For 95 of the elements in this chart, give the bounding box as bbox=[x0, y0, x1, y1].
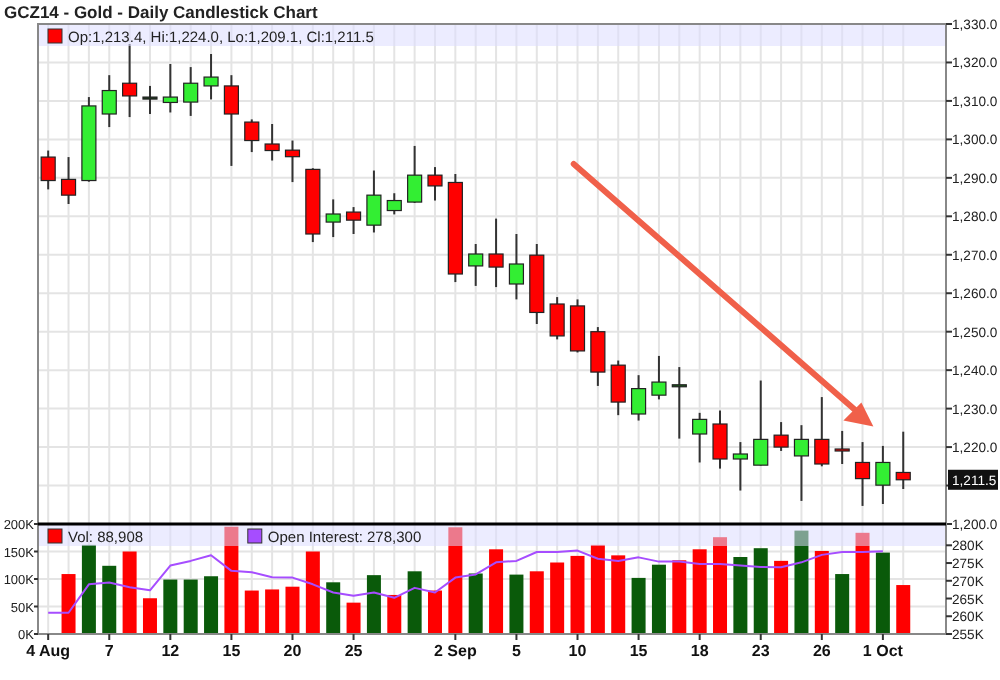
bar bbox=[570, 555, 585, 634]
bar bbox=[428, 590, 442, 634]
candlestick bbox=[101, 74, 117, 129]
candlestick bbox=[753, 379, 769, 467]
candlestick bbox=[468, 243, 484, 287]
bar bbox=[794, 530, 809, 634]
candlestick bbox=[142, 84, 158, 115]
candlestick bbox=[407, 144, 423, 204]
candlestick bbox=[183, 66, 199, 117]
bar bbox=[489, 549, 504, 634]
bar bbox=[550, 562, 565, 634]
candlestick bbox=[264, 123, 280, 162]
x-tick-label: 25 bbox=[344, 642, 364, 660]
bar bbox=[875, 552, 890, 634]
x-tick-label: 20 bbox=[283, 642, 303, 660]
bar bbox=[102, 565, 117, 634]
candlestick bbox=[488, 217, 504, 289]
bar bbox=[590, 544, 605, 634]
candlestick bbox=[671, 366, 687, 440]
bar bbox=[326, 582, 341, 634]
bar bbox=[468, 573, 483, 634]
bar bbox=[692, 549, 707, 634]
bar bbox=[774, 560, 789, 634]
bar bbox=[896, 585, 911, 634]
bar bbox=[81, 544, 96, 634]
bar bbox=[631, 577, 646, 634]
x-tick-label: 18 bbox=[690, 642, 710, 660]
bar bbox=[733, 557, 748, 634]
bar bbox=[366, 575, 381, 634]
bar bbox=[672, 560, 687, 634]
bar bbox=[611, 555, 626, 634]
candlestick bbox=[854, 441, 871, 507]
bar bbox=[814, 550, 829, 634]
x-tick-label: 5 bbox=[511, 642, 522, 660]
candlestick bbox=[651, 354, 667, 401]
candlestick bbox=[162, 63, 178, 114]
x-tick-label: 4 Aug bbox=[26, 642, 71, 660]
candlestick bbox=[712, 409, 728, 470]
bar bbox=[305, 551, 320, 634]
x-tick-label: 26 bbox=[812, 642, 832, 660]
candlestick bbox=[203, 53, 219, 101]
bar bbox=[61, 574, 76, 634]
candlestick bbox=[610, 359, 626, 417]
candlestick bbox=[325, 198, 341, 239]
candlestick bbox=[590, 326, 606, 387]
candlestick bbox=[345, 206, 362, 235]
bar bbox=[407, 571, 422, 634]
bar bbox=[651, 564, 666, 634]
candlestick bbox=[630, 374, 647, 422]
candlestick bbox=[814, 396, 830, 468]
chart-title: GCZ14 - Gold - Daily Candlestick Chart bbox=[4, 2, 318, 22]
x-tick-label: 2 Sep bbox=[434, 642, 477, 660]
bar bbox=[183, 579, 198, 634]
candlestick bbox=[875, 444, 891, 505]
bar bbox=[387, 594, 402, 634]
bar bbox=[204, 576, 219, 634]
x-tick-label: 15 bbox=[222, 642, 242, 660]
bar bbox=[835, 574, 850, 634]
candlestick bbox=[60, 156, 77, 205]
candlestick bbox=[284, 139, 301, 184]
x-tick-label: 23 bbox=[751, 642, 771, 660]
candlestick bbox=[834, 429, 850, 465]
line-series bbox=[47, 549, 884, 614]
candlestick bbox=[366, 169, 382, 234]
bar bbox=[142, 598, 157, 634]
candlestick bbox=[244, 118, 260, 154]
x-tick-label: 1 Oct bbox=[862, 642, 904, 660]
candlestick bbox=[895, 430, 911, 490]
x-tick-label: 10 bbox=[568, 642, 588, 660]
candlestick bbox=[223, 74, 240, 167]
x-tick-label: 7 bbox=[104, 642, 115, 660]
x-tick-label: 15 bbox=[629, 642, 649, 660]
candlestick bbox=[122, 43, 138, 119]
bar bbox=[713, 537, 728, 634]
bar bbox=[346, 602, 361, 634]
candlestick bbox=[773, 421, 789, 452]
x-tick-label: 12 bbox=[161, 642, 181, 660]
bar bbox=[855, 532, 870, 634]
candlestick bbox=[386, 192, 402, 216]
bar bbox=[163, 579, 178, 634]
bar bbox=[285, 586, 300, 634]
candlestick bbox=[569, 298, 586, 354]
candlestick bbox=[793, 424, 810, 502]
bar bbox=[509, 574, 524, 634]
bar bbox=[122, 551, 137, 634]
bar bbox=[753, 548, 768, 634]
candlestick bbox=[40, 149, 56, 191]
bar bbox=[244, 590, 259, 634]
candlestick bbox=[692, 411, 708, 464]
candlestick bbox=[549, 296, 565, 341]
candlestick bbox=[732, 441, 748, 492]
bar bbox=[265, 589, 280, 634]
candlestick bbox=[508, 233, 525, 301]
bar bbox=[529, 571, 544, 634]
candlestick bbox=[427, 166, 443, 202]
